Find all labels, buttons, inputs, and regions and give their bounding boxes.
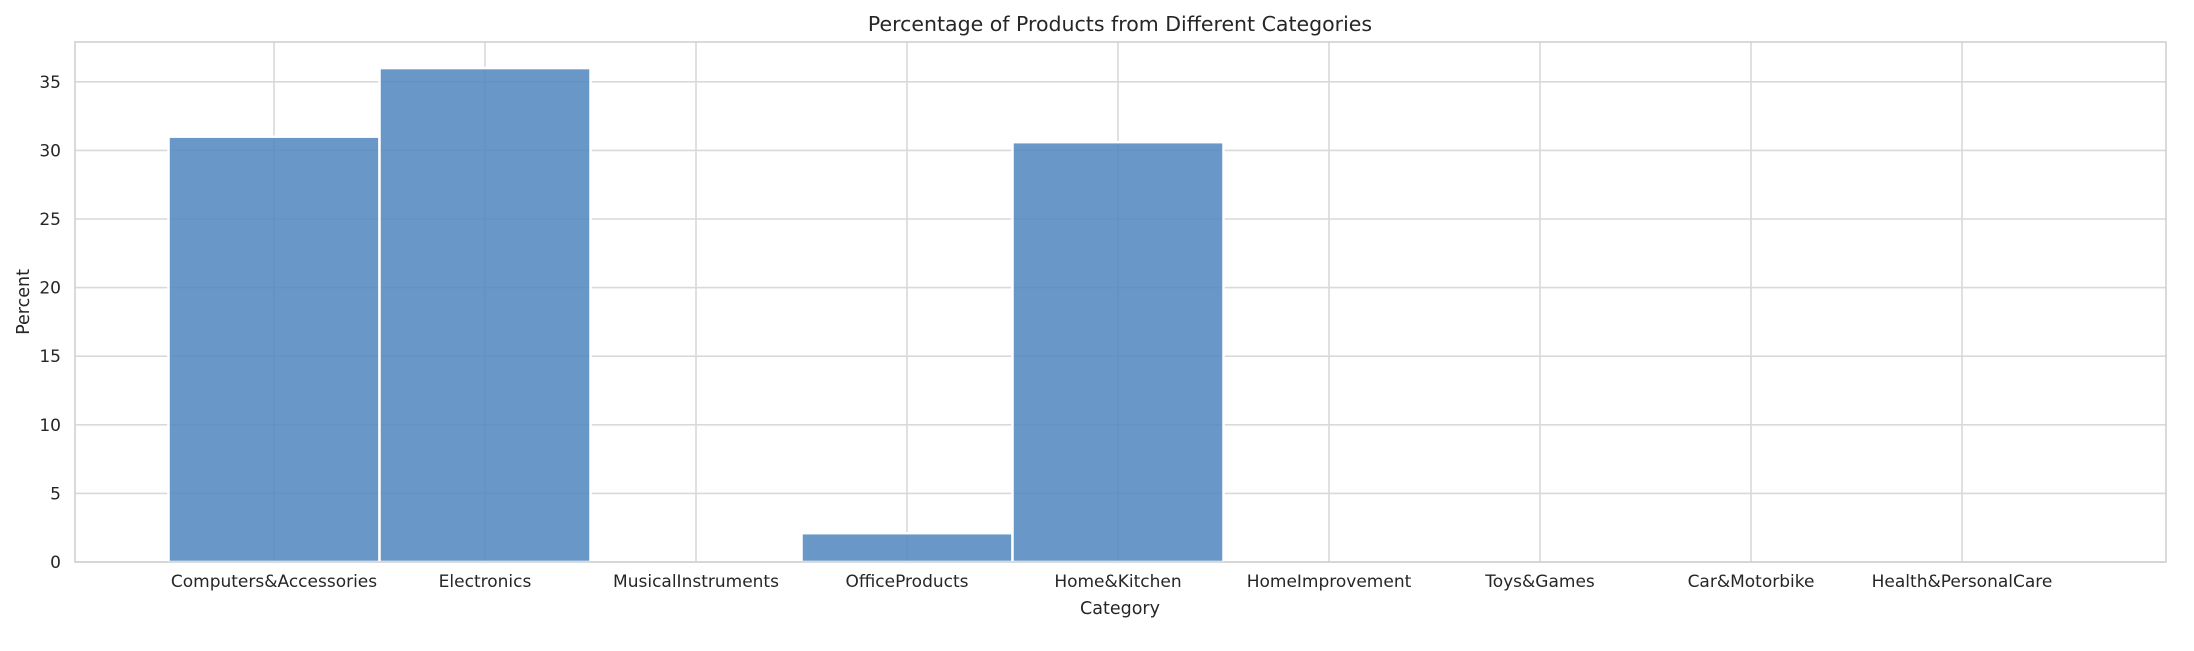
y-axis-label: Percent (14, 269, 34, 335)
bar-layer (167, 66, 1225, 564)
x-tick-label: Computers&Accessories (171, 572, 377, 592)
bar-electronics (378, 66, 592, 564)
x-tick-label: Car&Motorbike (1688, 572, 1815, 592)
y-tick-label: 5 (50, 484, 61, 504)
y-tick-label: 10 (39, 416, 61, 436)
y-tick-label: 35 (39, 73, 61, 93)
bar-home-kitchen (1011, 140, 1225, 564)
y-tick-label: 15 (39, 347, 61, 367)
x-tick-label: Health&PersonalCare (1872, 572, 2053, 592)
y-tick-label: 20 (39, 279, 61, 299)
chart-title: Percentage of Products from Different Ca… (868, 12, 1372, 36)
y-tick-label: 30 (39, 141, 61, 161)
x-tick-label: Toys&Games (1484, 572, 1595, 592)
y-tick-label: 25 (39, 210, 61, 230)
x-tick-label: HomeImprovement (1247, 572, 1412, 592)
y-tick-labels: 0 5 10 15 20 25 30 35 (39, 73, 61, 573)
bar-computers-accessories (167, 135, 381, 564)
y-tick-label: 0 (50, 553, 61, 573)
x-tick-label: OfficeProducts (845, 572, 968, 592)
x-axis-label: Category (1080, 599, 1160, 619)
x-tick-label: MusicalInstruments (613, 572, 779, 592)
x-tick-label: Electronics (439, 572, 532, 592)
axes-frame (74, 41, 2167, 563)
bar-officeproducts (800, 531, 1014, 564)
x-tick-labels: Computers&Accessories Electronics MusicalI… (171, 572, 2052, 592)
x-tick-label: Home&Kitchen (1054, 572, 1181, 592)
